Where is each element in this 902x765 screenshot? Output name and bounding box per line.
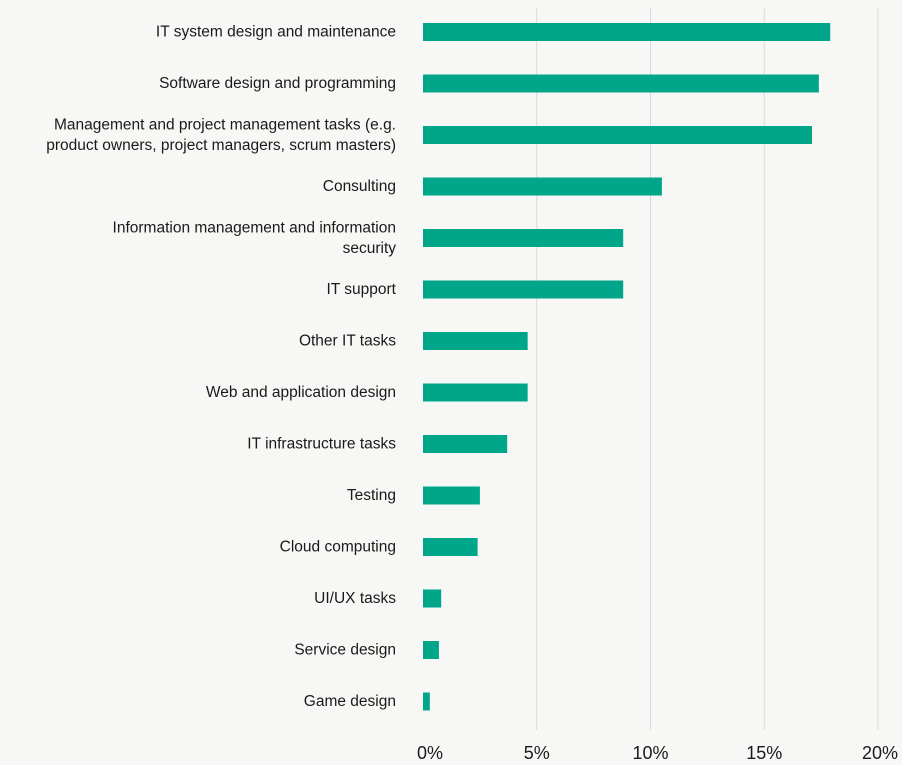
bar [423, 229, 624, 247]
bar [423, 435, 508, 453]
category-label: IT system design and maintenance [156, 24, 396, 41]
category-label: Service design [294, 642, 396, 659]
category-label: IT support [326, 281, 396, 298]
x-tick-label: 10% [632, 743, 668, 763]
bar [423, 177, 662, 196]
bar [423, 74, 819, 93]
category-label: UI/UX tasks [314, 590, 396, 607]
bar [423, 332, 528, 350]
x-axis-ticks: 0% 5% 10% 15% 20% [417, 743, 898, 763]
bars [423, 23, 831, 711]
x-tick-label: 5% [524, 743, 550, 763]
bar [423, 383, 528, 402]
bar [423, 692, 430, 711]
gridlines [536, 8, 879, 730]
bar [423, 538, 478, 556]
bar [423, 126, 813, 144]
bar [423, 280, 624, 299]
category-label: security [343, 240, 397, 257]
x-tick-label: 20% [862, 743, 898, 763]
bar [423, 641, 439, 659]
bar [423, 486, 480, 505]
category-labels: IT system design and maintenance Software… [46, 24, 396, 711]
category-label: Management and project management tasks … [54, 116, 396, 133]
category-label: Game design [304, 693, 396, 710]
category-label: Testing [347, 487, 396, 504]
bar [423, 23, 831, 41]
category-label: Web and application design [206, 384, 396, 401]
category-label: Information management and information [113, 219, 396, 236]
category-label: product owners, project managers, scrum … [46, 137, 396, 154]
x-tick-label: 0% [417, 743, 443, 763]
x-tick-label: 15% [746, 743, 782, 763]
category-label: Other IT tasks [299, 333, 396, 350]
category-label: IT infrastructure tasks [247, 436, 396, 453]
category-label: Cloud computing [280, 539, 396, 556]
category-label: Consulting [323, 178, 396, 195]
bar [423, 589, 442, 608]
category-label: Software design and programming [159, 75, 396, 92]
